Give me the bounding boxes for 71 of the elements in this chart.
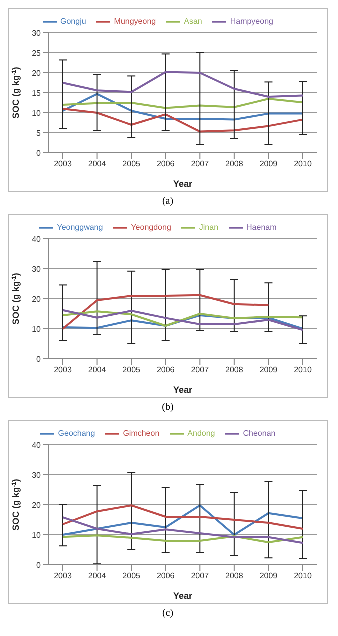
y-tick-label: 25	[32, 48, 42, 58]
x-tick-label: 2006	[156, 366, 176, 375]
x-tick-label: 2010	[294, 366, 312, 375]
line-series	[62, 309, 304, 332]
legend-label: Asan	[184, 17, 202, 26]
line-series	[62, 71, 304, 98]
y-tick-label: 0	[36, 354, 42, 364]
x-tick-label: 2003	[54, 160, 72, 169]
x-tick-label: 2008	[226, 366, 244, 375]
line-series	[62, 294, 270, 330]
line-series	[62, 534, 304, 544]
x-axis-title: Year	[173, 385, 193, 395]
y-tick-label: 10	[32, 108, 42, 118]
y-tick-label: 40	[32, 440, 42, 450]
legend-label: Cheonan	[243, 429, 276, 438]
legend-label: Hampyeong	[230, 17, 274, 26]
legend-label: Gimcheon	[123, 429, 160, 438]
x-axis-title: Year	[173, 179, 193, 189]
legend-label: Haenam	[246, 223, 277, 232]
x-tick-label: 2007	[191, 572, 210, 581]
x-tick-label: 2006	[156, 572, 176, 581]
text: (b)	[161, 401, 175, 415]
x-tick-label: 2007	[191, 160, 210, 169]
x-tick-label: 2005	[122, 572, 142, 581]
legend-label: Gongju	[60, 17, 86, 26]
y-tick-label: 0	[36, 148, 42, 158]
x-tick-label: 2005	[122, 160, 142, 169]
x-tick-label: 2008	[226, 160, 244, 169]
y-tick-label: 30	[32, 28, 42, 38]
line-series	[62, 504, 304, 536]
line-series	[62, 314, 304, 330]
x-tick-label: 2003	[54, 366, 72, 375]
legend-label: Jinan	[199, 223, 219, 232]
x-tick-label: 2008	[226, 572, 244, 581]
y-tick-label: 10	[32, 530, 42, 540]
text: (c)	[161, 607, 175, 621]
x-axis-title: Year	[173, 591, 193, 601]
x-tick-label: 2006	[156, 160, 176, 169]
y-tick-label: 15	[32, 88, 42, 98]
legend-label: Mungyeong	[114, 17, 156, 26]
y-tick-label: 5	[36, 128, 42, 138]
x-tick-label: 2004	[88, 366, 107, 375]
x-tick-label: 2009	[260, 160, 278, 169]
legend-label: Geochang	[58, 429, 96, 438]
x-tick-label: 2004	[88, 572, 107, 581]
y-tick-label: 20	[32, 68, 42, 78]
legend-label: Yeongdong	[131, 223, 172, 232]
x-tick-label: 2007	[191, 366, 210, 375]
y-tick-label: 40	[32, 234, 42, 244]
y-tick-label: 20	[32, 294, 42, 304]
x-tick-label: 2009	[260, 366, 278, 375]
line-series	[62, 310, 304, 327]
x-tick-label: 2005	[122, 366, 142, 375]
line-series	[62, 98, 304, 110]
y-tick-label: 20	[32, 500, 42, 510]
line-series	[62, 93, 304, 121]
x-tick-label: 2010	[294, 572, 312, 581]
line-series	[62, 108, 304, 133]
y-tick-label: 30	[32, 264, 42, 274]
legend-label: Andong	[188, 429, 216, 438]
legend-label: Yeonggwang	[57, 223, 104, 232]
x-tick-label: 2009	[260, 572, 278, 581]
line-series	[62, 504, 304, 530]
line-series	[62, 516, 304, 544]
y-tick-label: 10	[32, 324, 42, 334]
x-tick-label: 2004	[88, 160, 107, 169]
y-tick-label: 0	[36, 560, 42, 570]
text: (a)	[161, 195, 175, 209]
x-tick-label: 2003	[54, 572, 72, 581]
y-tick-label: 30	[32, 470, 42, 480]
x-tick-label: 2010	[294, 160, 312, 169]
